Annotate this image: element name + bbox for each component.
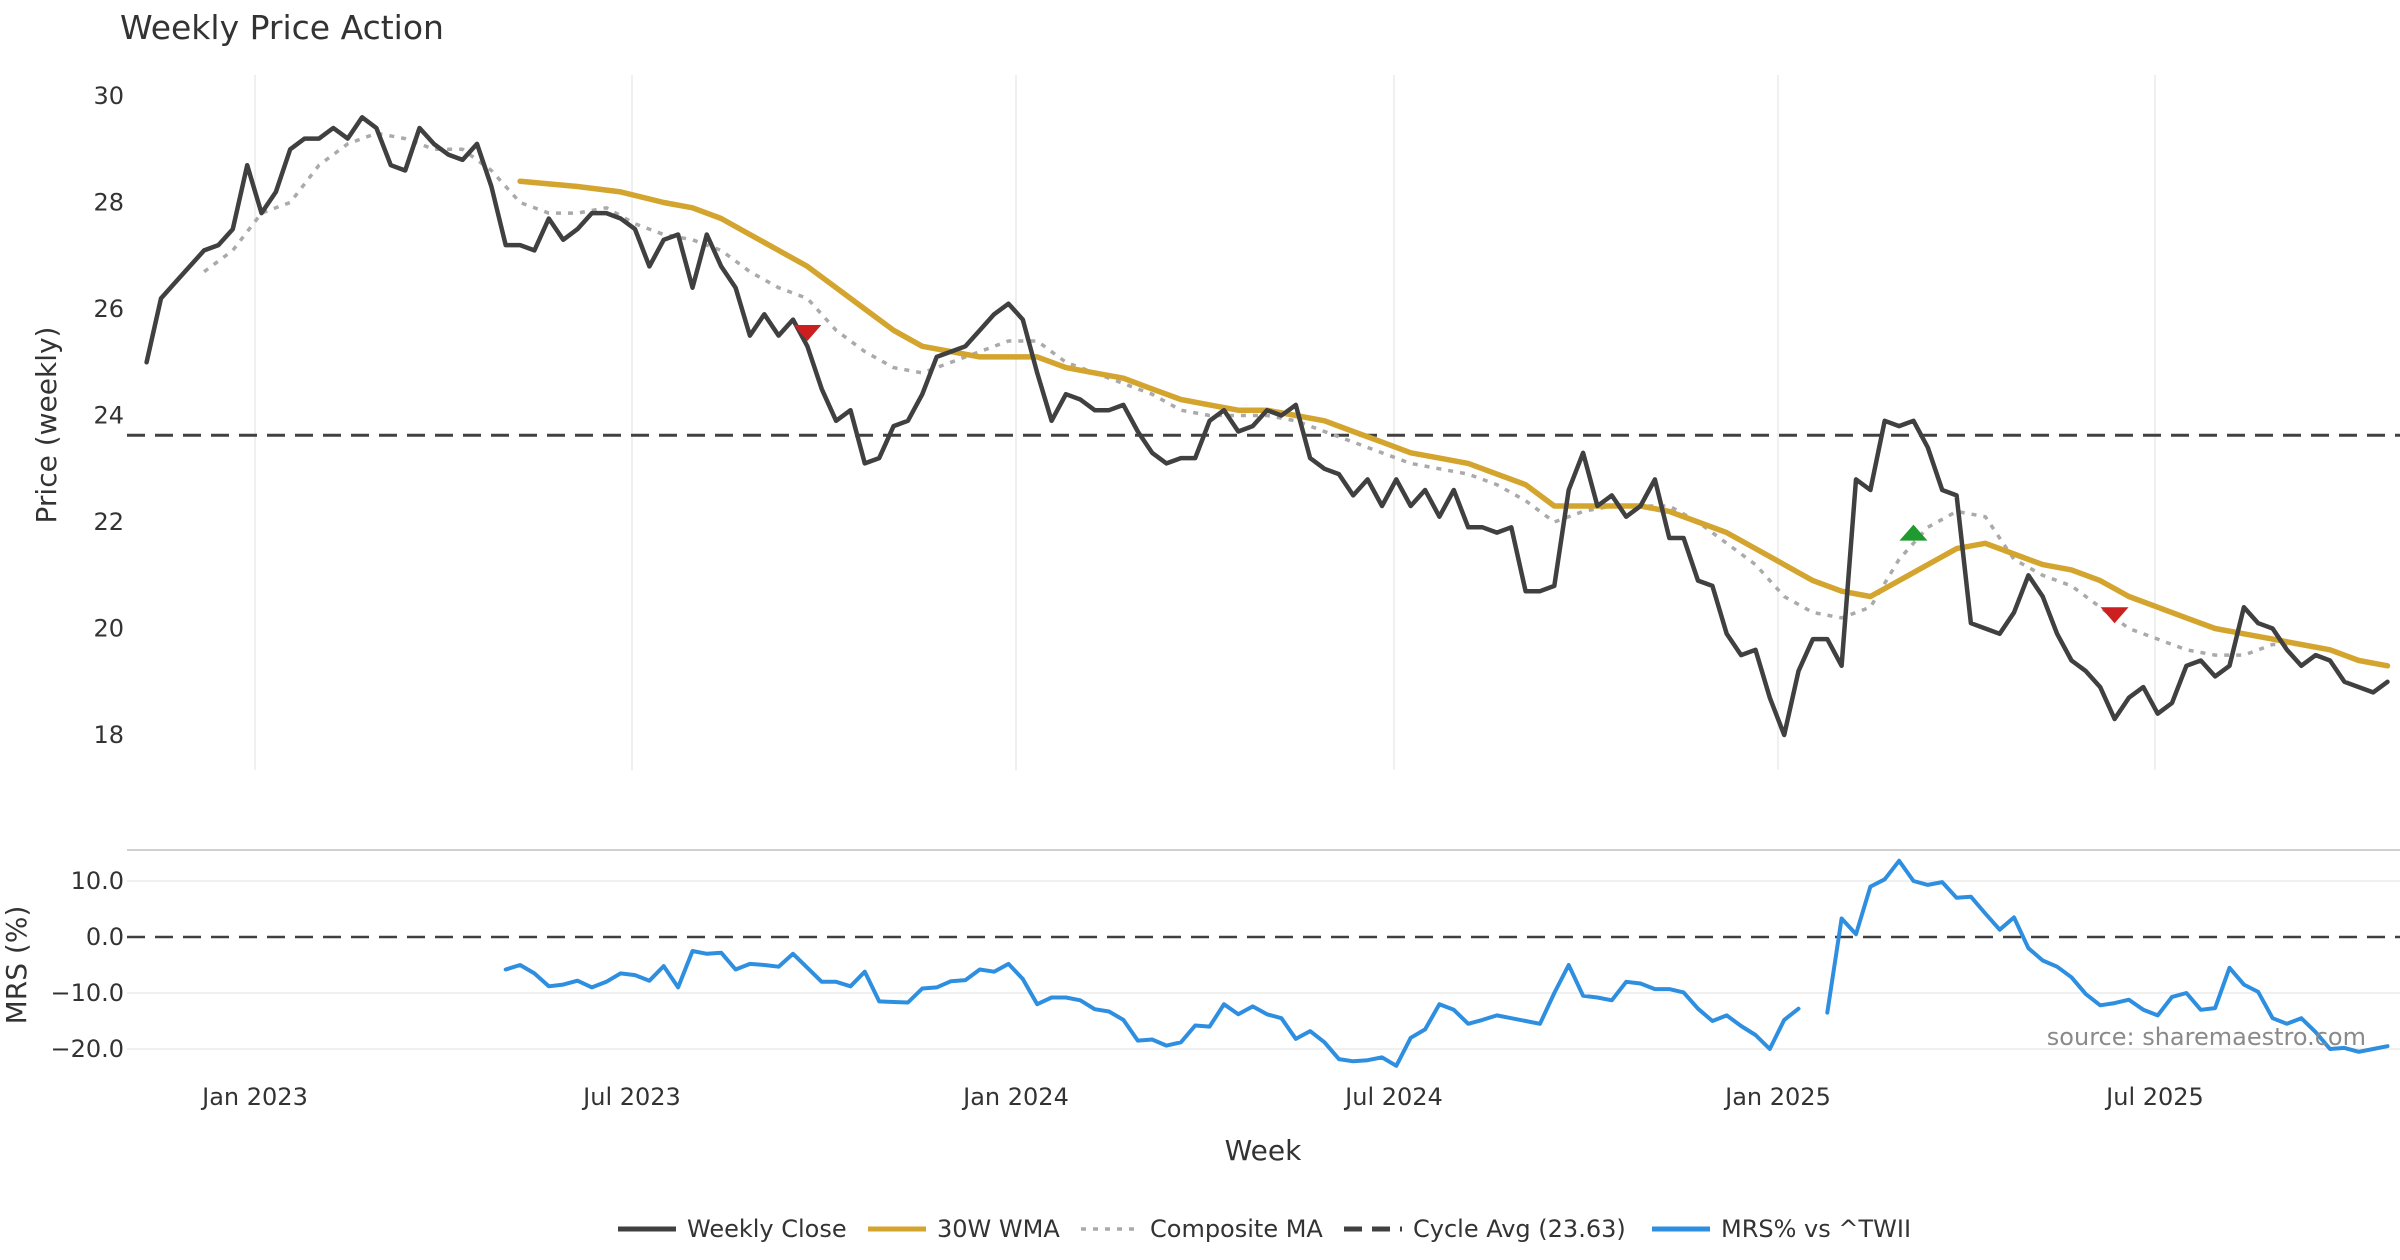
legend: Weekly Close 30W WMA Composite MA Cycle Avg… [618,1215,1911,1243]
x-tick-label: Jan 2023 [200,1083,308,1111]
chart-title: Weekly Price Action [120,8,444,47]
price-y-tick-label: 30 [93,82,124,110]
legend-item-30w-wma: 30W WMA [868,1215,1060,1243]
signal-markers [793,324,2129,624]
legend-label: Composite MA [1150,1215,1323,1243]
source-label: source: sharemaestro.com [2047,1023,2366,1051]
price-y-ticks: 18 20 22 24 26 28 30 [93,82,124,749]
price-y-tick-label: 22 [93,508,124,536]
legend-label: Weekly Close [687,1215,847,1243]
price-lines [144,115,2391,738]
price-y-axis-label: Price (weekly) [30,327,63,524]
mrs-y-tick-label: −20.0 [50,1035,124,1063]
legend-item-mrs-vs-twii: MRS% vs ^TWII [1652,1215,1911,1243]
legend-item-weekly-close: Weekly Close [618,1215,847,1243]
series-weekly-close [144,115,2390,738]
sell-signal-marker [793,324,822,341]
legend-item-cycle-avg-23-63: Cycle Avg (23.63) [1344,1215,1626,1243]
x-tick-label: Jan 2024 [961,1083,1069,1111]
legend-item-composite-ma: Composite MA [1081,1215,1323,1243]
price-y-tick-label: 24 [93,402,124,430]
price-y-tick-label: 20 [93,615,124,643]
series-30w-wma [517,178,2391,669]
series-composite-ma [203,131,2388,668]
x-tick-label: Jul 2023 [581,1083,681,1111]
series-mrs-vs-twii [1825,858,2390,1054]
legend-label: Cycle Avg (23.63) [1413,1215,1626,1243]
x-axis-label: Week [1225,1134,1302,1167]
mrs-y-tick-label: −10.0 [50,979,124,1007]
mrs-y-axis-label: MRS (%) [0,906,33,1025]
mrs-y-tick-label: 10.0 [71,867,124,895]
price-y-tick-label: 18 [93,721,124,749]
mrs-grid [127,880,2400,1050]
sell-signal-marker [2100,607,2129,624]
price-y-tick-label: 26 [93,295,124,323]
price-panel: 18 20 22 24 26 28 30 Price (weekly) [30,75,2400,770]
legend-label: MRS% vs ^TWII [1721,1215,1911,1243]
mrs-lines [503,858,2390,1068]
price-y-tick-label: 28 [93,189,124,217]
mrs-y-tick-label: 0.0 [86,923,124,951]
x-tick-label: Jul 2025 [2104,1083,2204,1111]
buy-signal-marker [1899,524,1928,541]
mrs-y-ticks: 10.0 0.0 −10.0 −20.0 [50,867,124,1063]
x-axis-ticks: Jan 2023 Jul 2023 Jan 2024 Jul 2024 Jan 2025… [200,1083,2204,1111]
price-grid [254,75,2156,770]
x-tick-label: Jul 2024 [1343,1083,1443,1111]
x-tick-label: Jan 2025 [1723,1083,1831,1111]
series-mrs-vs-twii [503,949,1801,1068]
mrs-panel: 10.0 0.0 −10.0 −20.0 MRS (%) source: sharem… [0,849,2400,1068]
legend-label: 30W WMA [937,1215,1060,1243]
